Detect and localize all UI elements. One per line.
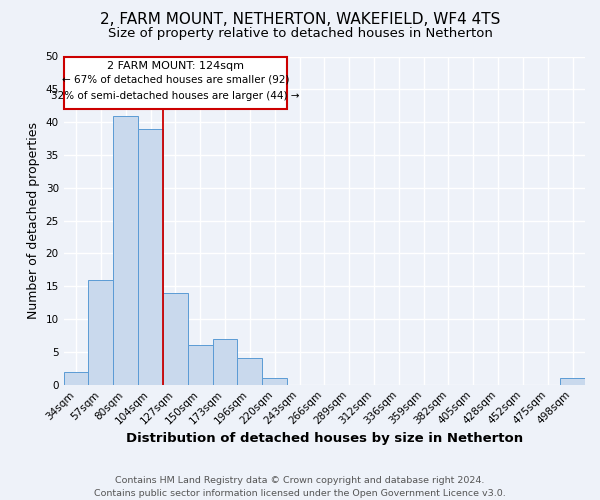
Bar: [212, 339, 238, 384]
Text: Size of property relative to detached houses in Netherton: Size of property relative to detached ho…: [107, 28, 493, 40]
Bar: [560, 378, 585, 384]
X-axis label: Distribution of detached houses by size in Netherton: Distribution of detached houses by size …: [126, 432, 523, 445]
Bar: [138, 128, 163, 384]
Bar: [64, 372, 88, 384]
Text: 32% of semi-detached houses are larger (44) →: 32% of semi-detached houses are larger (…: [51, 91, 299, 101]
Bar: [113, 116, 138, 384]
Bar: [188, 346, 212, 385]
Text: 2 FARM MOUNT: 124sqm: 2 FARM MOUNT: 124sqm: [107, 62, 244, 72]
Text: ← 67% of detached houses are smaller (92): ← 67% of detached houses are smaller (92…: [62, 74, 289, 85]
Bar: [163, 293, 188, 384]
Text: Contains HM Land Registry data © Crown copyright and database right 2024.
Contai: Contains HM Land Registry data © Crown c…: [94, 476, 506, 498]
Bar: [64, 56, 287, 109]
Y-axis label: Number of detached properties: Number of detached properties: [27, 122, 40, 319]
Bar: [262, 378, 287, 384]
Text: 2, FARM MOUNT, NETHERTON, WAKEFIELD, WF4 4TS: 2, FARM MOUNT, NETHERTON, WAKEFIELD, WF4…: [100, 12, 500, 28]
Bar: [88, 280, 113, 384]
Bar: [238, 358, 262, 384]
